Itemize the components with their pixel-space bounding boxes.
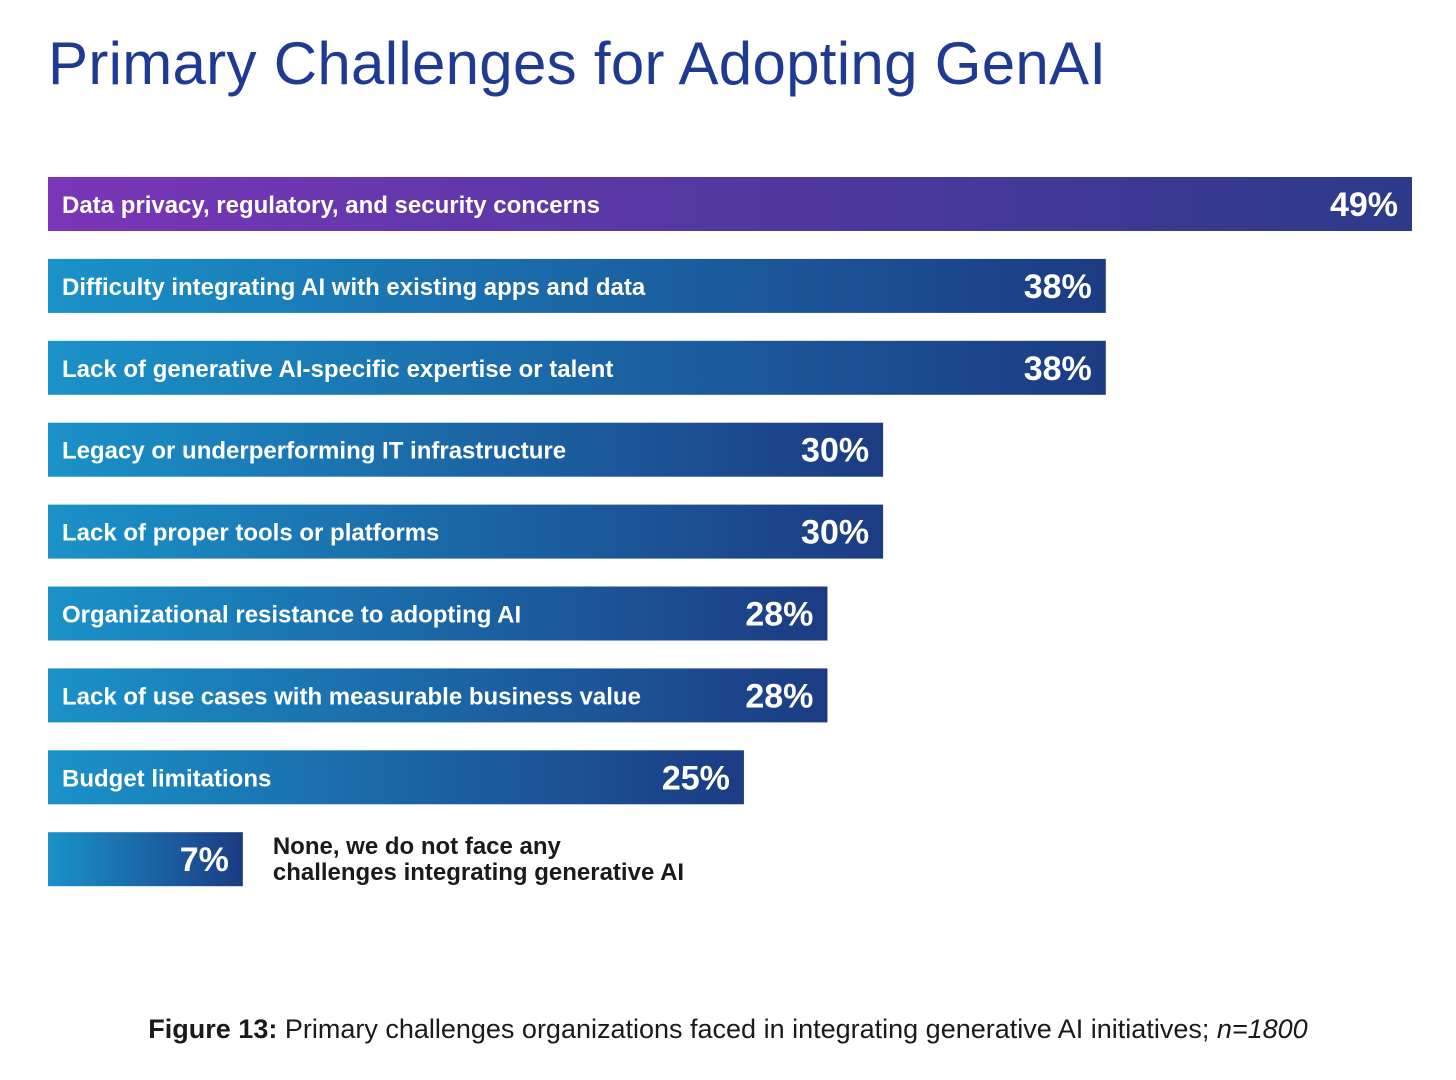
bar-category-label-3: Lack of generative AI-specific expertise…	[62, 356, 613, 383]
bar-value-label-9: 7%	[180, 841, 229, 879]
bar-value-label-5: 30%	[801, 514, 869, 552]
bar-6	[48, 586, 828, 641]
bar-value-label-1: 49%	[1330, 186, 1398, 224]
bar-category-label-6: Organizational resistance to adopting AI	[62, 602, 521, 629]
bar-category-label-7: Lack of use cases with measurable busine…	[62, 683, 641, 710]
bar-chart: 49% Data privacy, regulatory, and securit…	[48, 177, 1412, 887]
bar-value-label-2: 38%	[1024, 268, 1092, 306]
bar-category-label-5: Lack of proper tools or platforms	[62, 520, 439, 547]
bar-value-label-8: 25%	[662, 759, 730, 797]
bar-4	[48, 422, 884, 477]
outside-label-line-1: None, we do not face any	[273, 833, 562, 860]
bar-1	[48, 177, 1412, 231]
caption-sample-size: n=1800	[1216, 1014, 1308, 1044]
bar-3	[48, 340, 1106, 395]
figure-caption: Figure 13: Primary challenges organizati…	[0, 1014, 1456, 1045]
bar-9	[48, 832, 243, 887]
bar-category-label-2: Difficulty integrating AI with existing …	[62, 274, 646, 301]
bar-8	[48, 750, 744, 805]
bar-value-label-4: 30%	[801, 432, 869, 470]
caption-text: Primary challenges organizations faced i…	[277, 1014, 1217, 1044]
caption-label: Figure 13:	[148, 1014, 278, 1044]
bar-value-label-6: 28%	[745, 596, 813, 634]
bar-7	[48, 668, 828, 723]
bar-5	[48, 504, 884, 559]
outside-label-line-2: challenges integrating generative AI	[273, 859, 684, 886]
bar-category-label-8: Budget limitations	[62, 765, 271, 792]
bars-group: 49% Data privacy, regulatory, and securit…	[48, 177, 1412, 887]
chart-title: Primary Challenges for Adopting GenAI	[48, 30, 1107, 97]
bar-category-label-9: None, we do not face any challenges integ…	[273, 833, 684, 886]
bar-value-label-3: 38%	[1024, 350, 1092, 388]
bar-value-label-7: 28%	[745, 677, 813, 715]
bar-category-label-4: Legacy or underperforming IT infrastruct…	[62, 438, 566, 465]
bar-category-label-1: Data privacy, regulatory, and security c…	[62, 192, 600, 219]
bar-2	[48, 258, 1106, 313]
